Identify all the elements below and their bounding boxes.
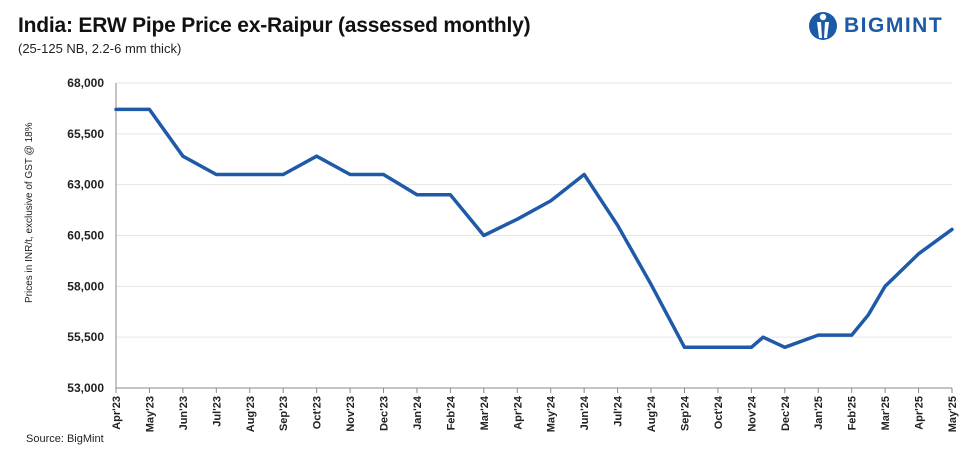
- x-tick-label: Mar'25: [880, 396, 892, 430]
- x-tick-label: Oct'24: [713, 395, 725, 429]
- brand-logo: BIGMINT: [808, 8, 963, 44]
- x-tick-label: Sep'24: [679, 395, 691, 431]
- y-tick-label: 53,000: [67, 381, 104, 395]
- x-tick-label: May'25: [947, 396, 959, 432]
- y-tick-label: 68,000: [67, 76, 104, 90]
- x-tick-label: Dec'24: [780, 395, 792, 431]
- x-tick-label: Jan'24: [412, 395, 424, 430]
- y-tick-label: 63,000: [67, 178, 104, 192]
- x-tick-label: May'24: [546, 395, 558, 432]
- x-tick-label: Feb'25: [847, 396, 859, 430]
- source-note: Source: BigMint: [26, 433, 104, 445]
- price-series-line: [114, 107, 954, 350]
- x-tick-label: Apr'23: [111, 396, 123, 430]
- x-tick-label: Sep'23: [278, 396, 290, 431]
- x-tick-label: Jan'25: [813, 396, 825, 430]
- x-tick-label: May'23: [144, 396, 156, 432]
- x-tick-label: Apr'24: [512, 395, 524, 430]
- y-tick-label: 60,500: [67, 229, 104, 243]
- x-tick-label: Aug'23: [245, 396, 257, 432]
- y-tick-label: 65,500: [67, 127, 104, 141]
- x-tick-label: Dec'23: [379, 396, 391, 431]
- x-tick-label: Jul'23: [211, 396, 223, 427]
- x-tick-label: Oct'23: [312, 396, 324, 429]
- x-tick-label: Apr'25: [914, 396, 926, 430]
- x-tick-label: Feb'24: [445, 395, 457, 430]
- x-tick-label: Jul'24: [613, 395, 625, 427]
- y-tick-label: 55,500: [67, 330, 104, 344]
- chart-subtitle: (25-125 NB, 2.2-6 mm thick): [18, 41, 182, 56]
- y-tick-label: 58,000: [67, 279, 104, 293]
- x-tick-label: Nov'23: [345, 396, 357, 432]
- x-tick-label: Mar'24: [479, 395, 491, 430]
- x-tick-label: Jun'24: [579, 395, 591, 430]
- x-tick-label: Jun'23: [178, 396, 190, 430]
- chart-title: India: ERW Pipe Price ex-Raipur (assesse…: [18, 14, 531, 37]
- brand-name: BIGMINT: [844, 14, 944, 37]
- x-tick-label: Nov'24: [746, 395, 758, 432]
- x-tick-label: Aug'24: [646, 395, 658, 432]
- bigmint-logo-icon: [809, 12, 837, 40]
